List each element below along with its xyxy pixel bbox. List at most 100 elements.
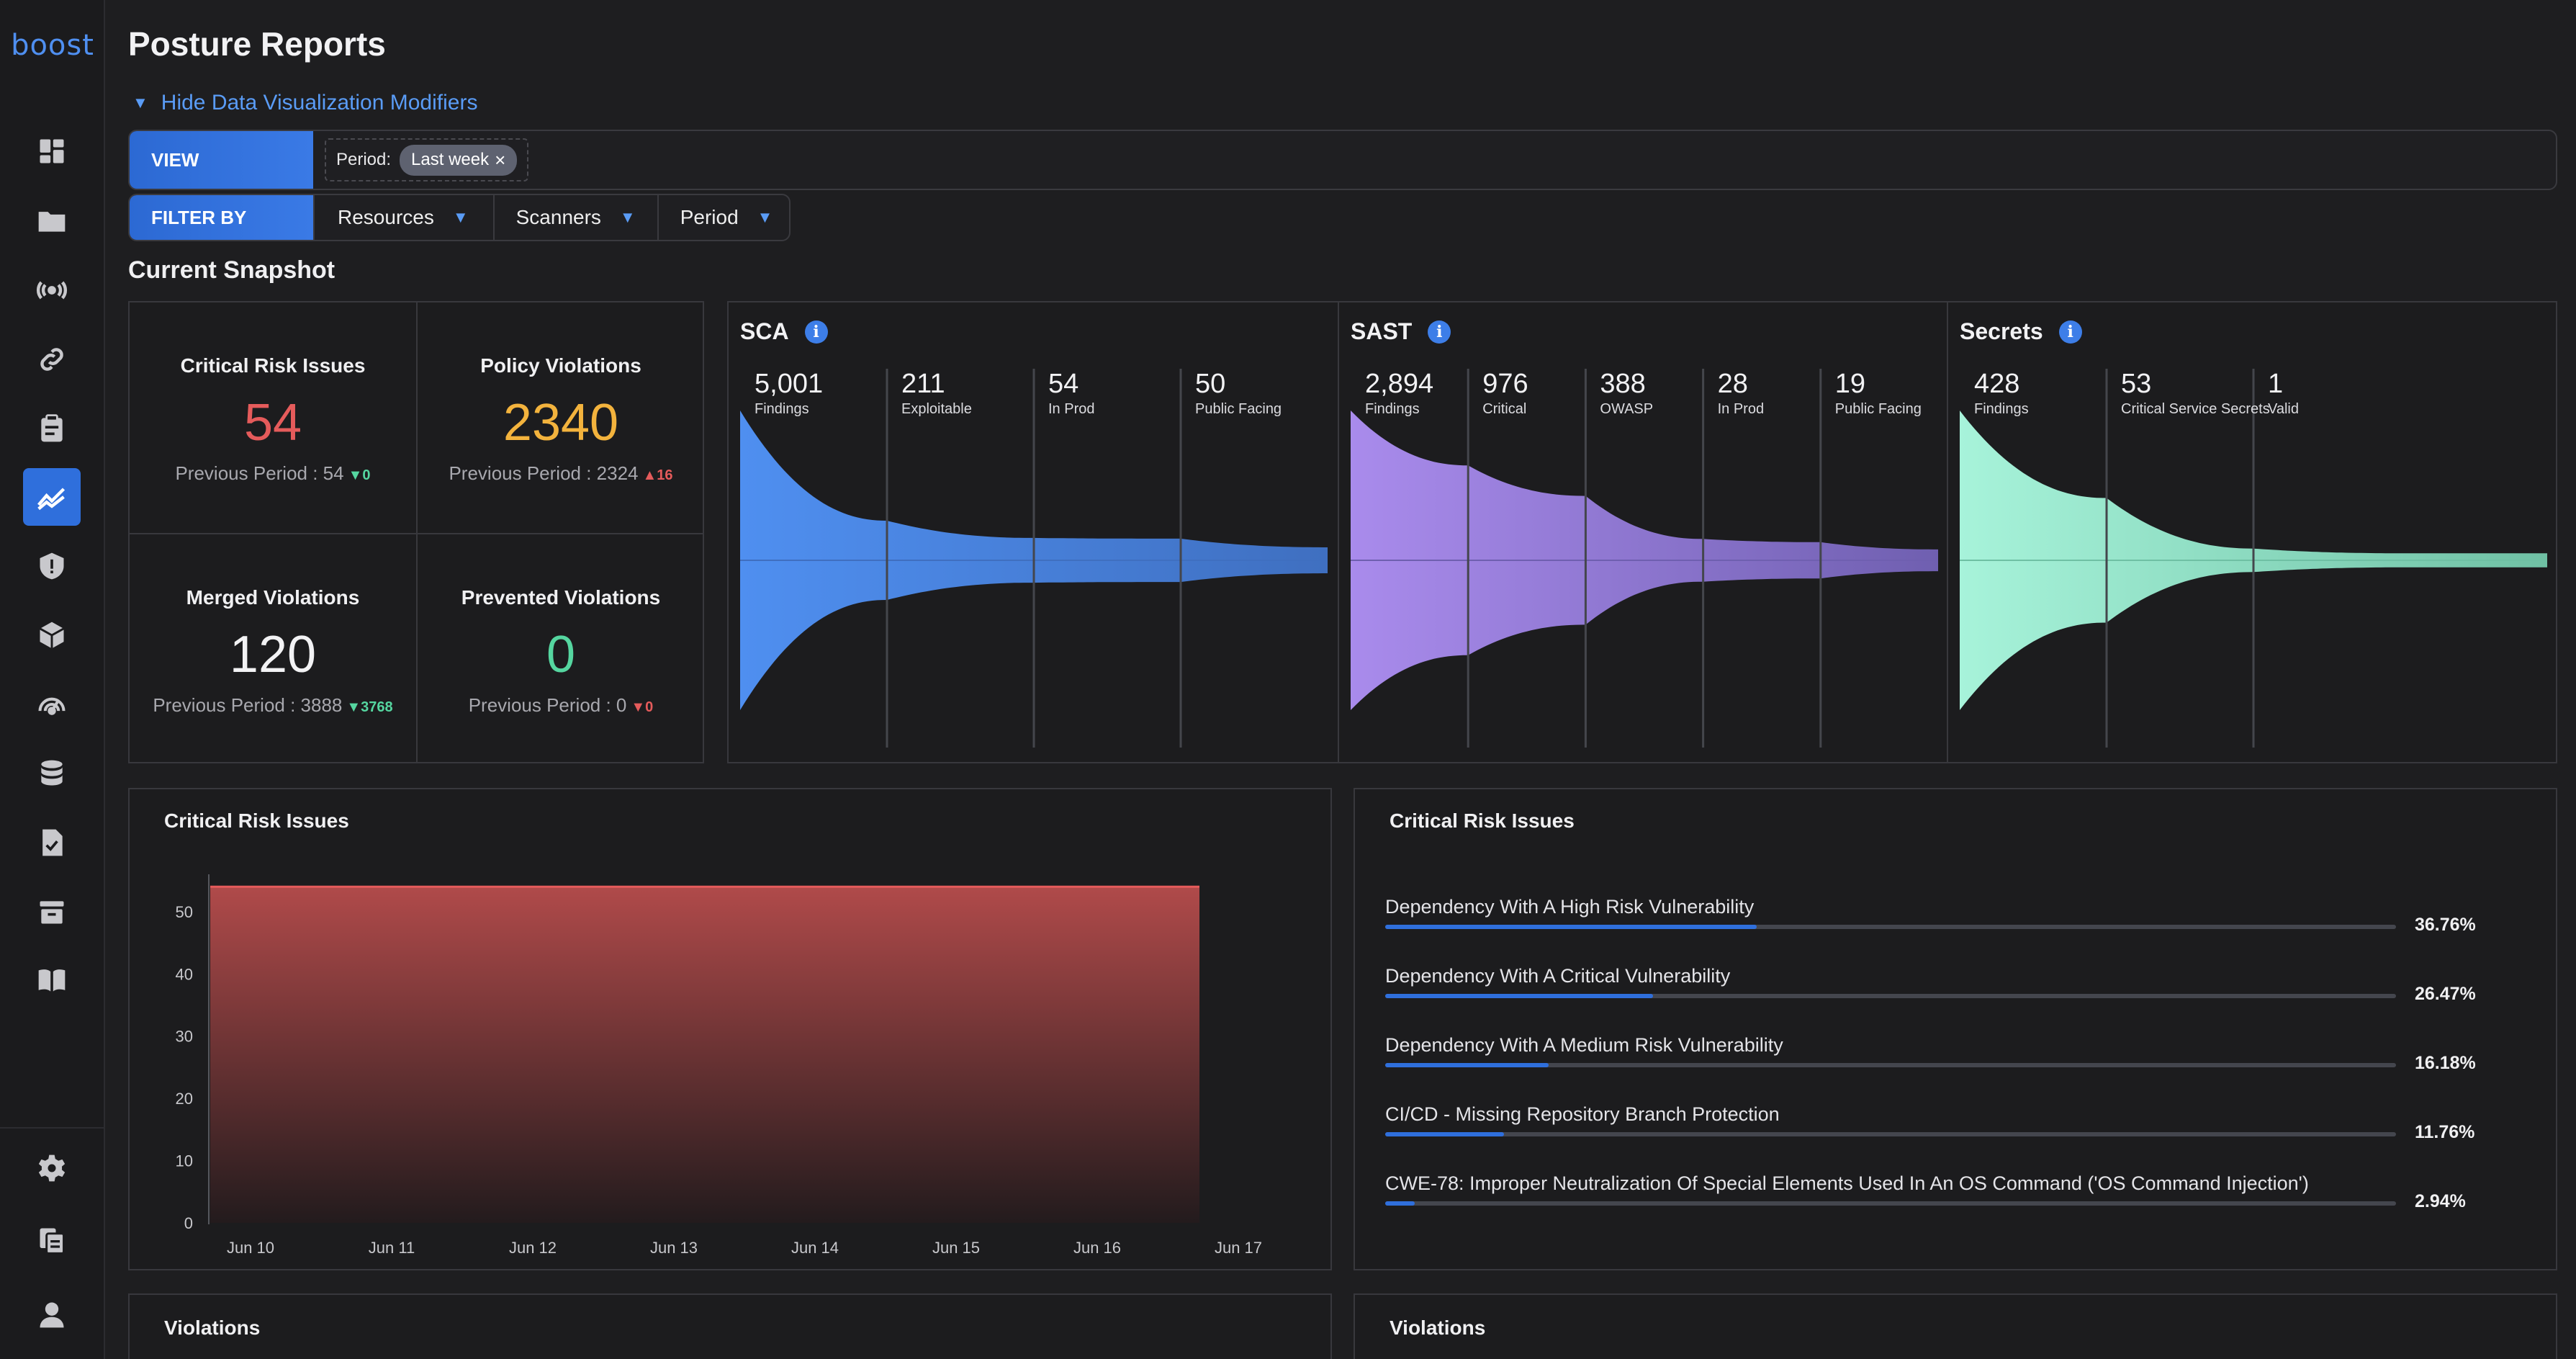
grid-divider [416, 302, 418, 762]
sidebar: boost [0, 0, 105, 1359]
filter-scanners-dropdown[interactable]: Scanners ▼ [492, 195, 657, 240]
stat-previous-label: Previous Period : 54 [175, 462, 344, 484]
stat-delta-value: 0 [645, 699, 654, 715]
funnel-stage: 388 OWASP [1600, 369, 1653, 418]
bar-fill [1385, 925, 1757, 929]
bar-list-percent: 36.76% [2415, 915, 2476, 935]
filter-period-label: Period [680, 206, 739, 228]
nav-user[interactable] [23, 1286, 81, 1343]
nav-radar[interactable] [23, 676, 81, 733]
close-icon[interactable]: × [495, 148, 506, 171]
stat-card: Merged Violations 120 Previous Period : 38… [130, 534, 416, 765]
nav-folders[interactable] [23, 192, 81, 250]
funnel-stage-label: In Prod [1048, 401, 1095, 417]
funnel-chart [1960, 369, 2547, 748]
card-title: Critical Risk Issues [1390, 809, 1575, 832]
funnel-stage: 2,894 Findings [1365, 369, 1433, 418]
funnel-title-text: SCA [740, 318, 789, 344]
link-icon [40, 348, 63, 371]
info-icon[interactable]: i [2058, 320, 2082, 344]
nav-docs[interactable] [23, 952, 81, 1010]
bar-list-item: Dependency With A High Risk Vulnerabilit… [1385, 896, 2508, 935]
funnel-stage-value: 976 [1482, 369, 1528, 399]
nav-reports-list[interactable] [23, 400, 81, 457]
funnel-stage-label: Public Facing [1834, 401, 1922, 417]
radar-icon [38, 697, 66, 715]
funnel-stage-label: Findings [755, 401, 809, 417]
funnel-chart [1351, 369, 1938, 748]
funnel-stage-label: Critical [1482, 401, 1527, 417]
card-title: Violations [164, 1317, 261, 1339]
funnel-title-text: SAST [1351, 318, 1413, 344]
filter-resources-dropdown[interactable]: Resources ▼ [313, 195, 493, 240]
funnel-stage-value: 53 [2121, 369, 2152, 399]
database-icon [41, 760, 63, 786]
bar-list-percent: 2.94% [2415, 1191, 2466, 1211]
stat-delta: ▼0 [348, 467, 371, 483]
critical-risk-list-card: Critical Risk Issues Dependency With A H… [1354, 788, 2557, 1270]
funnel-stage: 53 Critical Service Secrets [2121, 369, 2270, 418]
bar-fill [1385, 1132, 1505, 1136]
stat-previous: Previous Period : 3888 ▼3768 [130, 694, 416, 717]
x-tick-label: Jun 12 [509, 1239, 557, 1257]
funnel-stage-label: Critical Service Secrets [2121, 401, 2270, 417]
filter-period-dropdown[interactable]: Period ▼ [657, 195, 789, 240]
funnel-panel-secrets: Secrets i 428 Findings 53 Critical Service Se… [1947, 302, 2556, 762]
nav-compliance[interactable] [23, 814, 81, 871]
area-series [210, 887, 1199, 1223]
funnel-chart [740, 369, 1328, 748]
card-title: Violations [1390, 1317, 1486, 1339]
arrow-down-icon: ▼ [631, 699, 646, 715]
period-chip-box[interactable]: Period: Last week × [325, 138, 529, 181]
stat-delta-value: 0 [362, 467, 371, 483]
bar-fill [1385, 994, 1653, 998]
funnel-stage-label: Valid [2268, 401, 2299, 417]
nav-packages[interactable] [23, 606, 81, 664]
info-icon[interactable]: i [804, 320, 828, 344]
x-tick-label: Jun 17 [1215, 1239, 1262, 1257]
y-tick-label: 30 [176, 1028, 193, 1046]
gear-icon [38, 1154, 66, 1182]
nav-settings[interactable] [23, 1139, 81, 1197]
bar-track [1385, 1201, 2396, 1206]
nav-links[interactable] [23, 331, 81, 388]
nav-security[interactable] [23, 537, 81, 595]
nav-archive[interactable] [23, 883, 81, 941]
dashboard-icon [40, 139, 64, 163]
filter-resources-label: Resources [338, 206, 434, 228]
stat-delta: ▲16 [643, 467, 673, 483]
nav-dashboard[interactable] [23, 122, 81, 180]
funnel-title: SCA i [740, 318, 828, 345]
filter-bar: FILTER BY Resources ▼ Scanners ▼ Period … [128, 194, 791, 241]
stat-card: Critical Risk Issues 54 Previous Period : … [130, 302, 416, 533]
nav-copy[interactable] [23, 1211, 81, 1269]
nav-posture-reports[interactable] [23, 468, 81, 526]
violations-card-right: Violations [1354, 1293, 2557, 1359]
grid-divider [130, 533, 703, 534]
arrow-up-icon: ▲ [642, 467, 657, 483]
funnel-stage: 19 Public Facing [1835, 369, 1922, 418]
info-icon[interactable]: i [1428, 320, 1451, 344]
stat-card: Prevented Violations 0 Previous Period : 0… [418, 534, 704, 765]
toggle-modifiers-link[interactable]: ▼ Hide Data Visualization Modifiers [132, 91, 477, 115]
stat-previous: Previous Period : 2324 ▲16 [418, 462, 704, 485]
stat-value: 0 [546, 626, 576, 683]
stat-value: 2340 [503, 394, 619, 452]
nav-broadcast[interactable] [23, 261, 81, 319]
shield-alert-icon [40, 552, 64, 580]
stat-label: Prevented Violations [461, 586, 661, 609]
period-chip[interactable]: Last week × [400, 144, 518, 176]
stats-grid: Critical Risk Issues 54 Previous Period : … [128, 301, 704, 763]
stat-value: 54 [243, 394, 302, 452]
arrow-down-icon: ▼ [348, 467, 363, 483]
brand-logo[interactable]: boost [11, 29, 94, 62]
funnel-stage: 28 In Prod [1718, 369, 1764, 418]
book-icon [38, 969, 66, 992]
nav-database[interactable] [23, 745, 81, 802]
bar-list-item: Dependency With A Critical Vulnerability… [1385, 965, 2508, 1004]
funnel-stage-label: Findings [1974, 401, 2029, 417]
funnel-stage-label: OWASP [1600, 401, 1654, 417]
stat-previous-label: Previous Period : 0 [468, 694, 627, 716]
funnel-stage-label: Public Facing [1195, 401, 1282, 417]
